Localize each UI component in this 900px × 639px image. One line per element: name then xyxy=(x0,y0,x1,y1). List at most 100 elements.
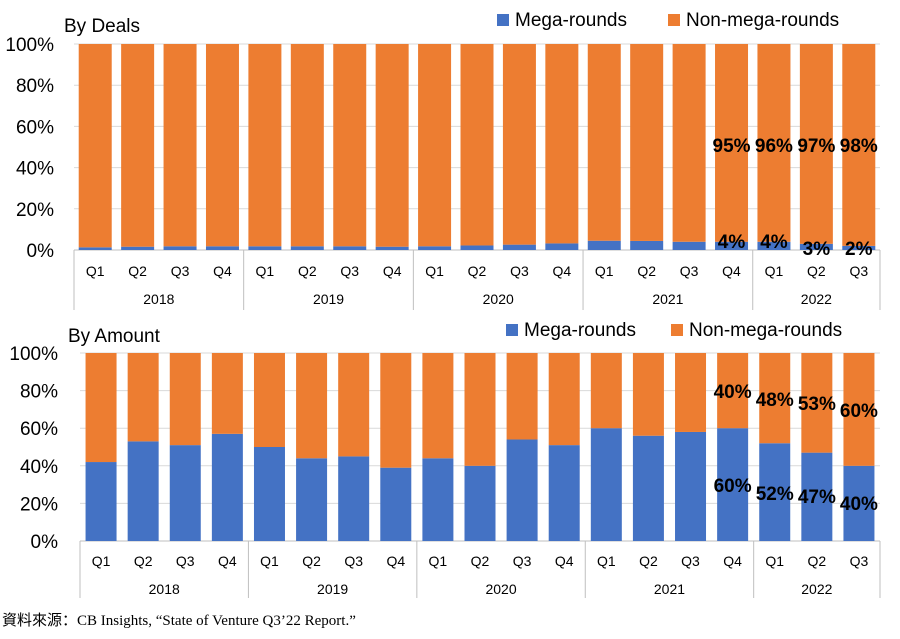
deals-year-label: 2018 xyxy=(143,291,174,307)
amount-category-label: Q4 xyxy=(386,553,405,569)
amount-category-label: Q4 xyxy=(218,553,237,569)
deals-label-non-mega: 96% xyxy=(755,136,793,157)
deals-legend-mega: Mega-rounds xyxy=(515,10,627,31)
deals-label-mega: 4% xyxy=(718,232,746,253)
deals-bar-non-mega xyxy=(460,44,494,246)
amount-label-mega: 47% xyxy=(798,487,836,508)
amount-bar-non-mega xyxy=(548,353,580,446)
amount-bar-non-mega xyxy=(253,353,285,447)
deals-year-label: 2021 xyxy=(652,291,683,307)
amount-bar-non-mega xyxy=(296,353,328,459)
amount-bar-non-mega xyxy=(211,353,243,434)
deals-bar-non-mega xyxy=(78,44,112,248)
amount-category-label: Q3 xyxy=(681,553,700,569)
amount-bar-mega xyxy=(759,443,791,541)
deals-category-label: Q3 xyxy=(680,263,699,279)
deals-category-label: Q1 xyxy=(765,263,784,279)
amount-bar-mega xyxy=(464,465,496,541)
deals-y-tick: 80% xyxy=(16,76,54,97)
stacked-bar-charts: By Deals Mega-rounds Non-mega-rounds 0% 20% 4… xyxy=(5,10,881,598)
amount-bar-non-mega xyxy=(127,353,159,442)
deals-bar-non-mega xyxy=(757,44,791,242)
deals-bar-non-mega xyxy=(418,44,452,247)
deals-category-label: Q2 xyxy=(128,263,147,279)
amount-bar-mega xyxy=(85,462,117,541)
amount-category-label: Q3 xyxy=(176,553,195,569)
deals-bar-mega xyxy=(630,240,664,250)
deals-category-label: Q1 xyxy=(595,263,614,279)
amount-bar-non-mega xyxy=(801,353,833,453)
amount-category-label: Q3 xyxy=(850,553,869,569)
deals-bar-mega xyxy=(672,241,706,250)
amount-label-non-mega: 60% xyxy=(840,401,878,422)
amount-bar-mega xyxy=(253,447,285,541)
amount-bar-non-mega xyxy=(338,353,370,457)
deals-category-label: Q1 xyxy=(86,263,105,279)
amount-y-tick: 0% xyxy=(31,532,59,553)
deals-label-mega: 2% xyxy=(845,239,873,260)
amount-category-label: Q2 xyxy=(134,553,153,569)
amount-legend-swatch-non-mega xyxy=(671,324,683,336)
amount-bar-non-mega xyxy=(464,353,496,466)
amount-label-non-mega: 53% xyxy=(798,394,836,415)
deals-y-tick: 0% xyxy=(27,241,55,262)
deals-year-label: 2020 xyxy=(483,291,514,307)
amount-bar-mega xyxy=(296,458,328,541)
deals-bar-mega xyxy=(333,246,367,250)
amount-bar-non-mega xyxy=(422,353,454,459)
amount-label-mega: 52% xyxy=(756,484,794,505)
deals-bar-non-mega xyxy=(545,44,579,244)
amount-category-label: Q4 xyxy=(723,553,742,569)
amount-bar-non-mega xyxy=(759,353,791,444)
amount-bar-mega xyxy=(843,465,875,541)
amount-bar-mega xyxy=(632,435,664,541)
deals-bar-non-mega xyxy=(842,44,876,246)
deals-bar-non-mega xyxy=(375,44,409,247)
deals-bar-mega xyxy=(290,246,324,250)
deals-bar-mega xyxy=(460,245,494,250)
amount-y-tick: 60% xyxy=(20,419,58,440)
deals-category-label: Q1 xyxy=(256,263,275,279)
amount-legend-swatch-mega xyxy=(506,324,518,336)
amount-bar-mega xyxy=(211,433,243,541)
deals-y-tick: 20% xyxy=(16,200,54,221)
deals-y-tick: 40% xyxy=(16,159,54,180)
amount-category-label: Q2 xyxy=(807,553,826,569)
amount-bar-non-mega xyxy=(843,353,875,466)
deals-legend-non-mega: Non-mega-rounds xyxy=(686,10,839,31)
deals-bar-non-mega xyxy=(672,44,706,242)
deals-category-label: Q3 xyxy=(510,263,529,279)
deals-legend-swatch-non-mega xyxy=(668,14,680,26)
deals-bar-non-mega xyxy=(248,44,282,247)
deals-bar-non-mega xyxy=(121,44,155,247)
deals-bar-mega xyxy=(418,246,452,250)
amount-category-label: Q3 xyxy=(344,553,363,569)
deals-category-label: Q2 xyxy=(807,263,826,279)
amount-year-label: 2021 xyxy=(654,581,685,597)
amount-y-tick: 100% xyxy=(9,344,58,365)
deals-y-tick: 100% xyxy=(5,35,54,56)
amount-bar-non-mega xyxy=(717,353,749,429)
amount-category-label: Q2 xyxy=(302,553,321,569)
amount-legend-non-mega: Non-mega-rounds xyxy=(689,320,842,341)
amount-category-label: Q1 xyxy=(260,553,279,569)
deals-bar-mega xyxy=(502,244,536,250)
deals-bar-mega xyxy=(375,246,409,250)
deals-category-label: Q3 xyxy=(849,263,868,279)
amount-y-tick: 40% xyxy=(20,457,58,478)
deals-year-label: 2019 xyxy=(313,291,344,307)
deals-label-mega: 4% xyxy=(760,232,788,253)
amount-bar-mega xyxy=(422,458,454,541)
amount-bar-mega xyxy=(506,439,538,541)
deals-label-non-mega: 97% xyxy=(797,136,835,157)
deals-bar-mega xyxy=(545,243,579,250)
deals-category-label: Q2 xyxy=(468,263,487,279)
deals-category-label: Q2 xyxy=(637,263,656,279)
amount-chart-title: By Amount xyxy=(68,326,161,347)
deals-bar-non-mega xyxy=(587,44,621,241)
deals-label-non-mega: 95% xyxy=(713,136,751,157)
deals-year-label: 2022 xyxy=(801,291,832,307)
amount-label-mega: 60% xyxy=(714,476,752,497)
deals-bar-mega xyxy=(757,241,791,250)
amount-category-label: Q2 xyxy=(639,553,658,569)
